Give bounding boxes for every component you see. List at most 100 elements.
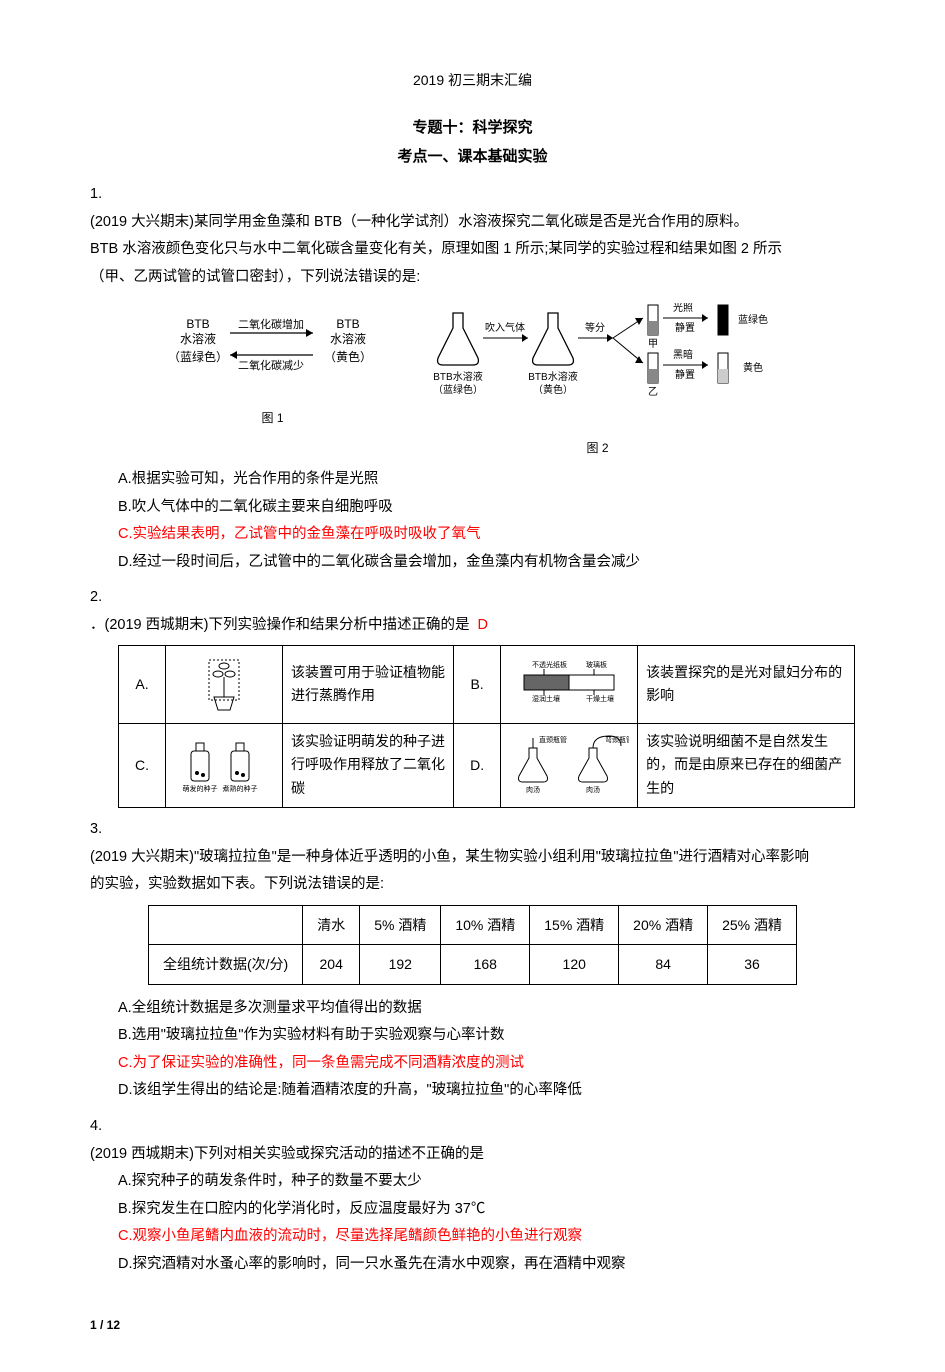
svg-text:二氧化碳减少: 二氧化碳减少 xyxy=(238,358,304,372)
q3-number: 3. xyxy=(90,816,118,844)
table-row: 清水 5% 酒精 10% 酒精 15% 酒精 20% 酒精 25% 酒精 xyxy=(148,905,796,945)
q3-h2: 5% 酒精 xyxy=(360,905,441,945)
q4-opt-A: A.探究种子的萌发条件时，种子的数量不要太少 xyxy=(90,1168,855,1196)
q4-stem-wrap: (2019 西城期末)下列对相关实验或探究活动的描述不正确的是 xyxy=(90,1141,823,1169)
svg-text:玻璃板: 玻璃板 xyxy=(586,660,607,669)
q1-opt-C: C.实验结果表明，乙试管中的金鱼藻在呼吸时吸收了氧气 xyxy=(90,521,855,549)
q4-number: 4. xyxy=(90,1113,118,1141)
q2-source: ．(2019 西城期末) xyxy=(90,617,208,633)
svg-text:直颈瓶管: 直颈瓶管 xyxy=(539,735,567,744)
q1-opt-B: B.吹人气体中的二氧化碳主要来自细胞呼吸 xyxy=(90,494,855,522)
q4-stem: 下列对相关实验或探究活动的描述不正确的是 xyxy=(194,1146,484,1162)
q3-v4: 84 xyxy=(619,945,708,985)
plant-pot-icon xyxy=(194,652,254,712)
svg-text:二氧化碳增加: 二氧化碳增加 xyxy=(238,317,304,331)
figure-1: BTB 水溶液 （蓝绿色） BTB 水溶液 （黄色） 二氧化碳增加 二氧化碳减少… xyxy=(168,303,378,460)
svg-text:静置: 静置 xyxy=(675,321,695,334)
q1-number: 1. xyxy=(90,181,118,209)
question-4: 4. (2019 西城期末)下列对相关实验或探究活动的描述不正确的是 A.探究种… xyxy=(90,1113,855,1278)
q1-stem: (2019 大兴期末)某同学用金鱼藻和 BTB（一种化学试剂）水溶液探究二氧化碳… xyxy=(90,209,823,292)
page-header: 2019 初三期末汇编 xyxy=(90,70,855,90)
q1-opt-D: D.经过一段时间后，乙试管中的二氧化碳含量会增加，金鱼藻内有机物含量会减少 xyxy=(90,549,855,577)
q3-opt-A: A.全组统计数据是多次测量求平均值得出的数据 xyxy=(90,995,855,1023)
svg-text:干燥土壤: 干燥土壤 xyxy=(586,694,614,703)
svg-text:肉汤: 肉汤 xyxy=(526,785,540,794)
svg-text:乙: 乙 xyxy=(648,386,658,398)
q3-h4: 15% 酒精 xyxy=(530,905,619,945)
q2-answer: D xyxy=(477,617,487,633)
flasks-icon: 肉汤 直颈瓶管 肉汤 弯颈瓶管 xyxy=(509,732,629,794)
q2-stem-wrap: ．(2019 西城期末)下列实验操作和结果分析中描述正确的是 D xyxy=(90,612,823,640)
q3-v1: 192 xyxy=(360,945,441,985)
cell-D-image: 肉汤 直颈瓶管 肉汤 弯颈瓶管 xyxy=(501,723,638,807)
svg-text:萌发的种子: 萌发的种子 xyxy=(183,784,218,793)
q3-h1: 清水 xyxy=(303,905,360,945)
q3-rowlabel: 全组统计数据(次/分) xyxy=(148,945,302,985)
cell-B-label: B. xyxy=(454,646,501,723)
page-footer: 1 / 12 xyxy=(90,1318,855,1332)
table-row: 全组统计数据(次/分) 204 192 168 120 84 36 xyxy=(148,945,796,985)
q3-h3: 10% 酒精 xyxy=(441,905,530,945)
svg-text:水溶液: 水溶液 xyxy=(179,331,215,346)
q3-table: 清水 5% 酒精 10% 酒精 15% 酒精 20% 酒精 25% 酒精 全组统… xyxy=(148,905,797,985)
cell-A-label: A. xyxy=(119,646,166,723)
question-3: 3. (2019 大兴期末)"玻璃拉拉鱼"是一种身体近乎透明的小鱼，某生物实验小… xyxy=(90,816,855,1105)
cell-C-image: 萌发的种子 煮熟的种子 xyxy=(166,723,283,807)
svg-text:弯颈瓶管: 弯颈瓶管 xyxy=(605,735,629,744)
cell-D-desc: 该实验说明细菌不是自然发生的，而是由原来已存在的细菌产生的 xyxy=(638,723,855,807)
q3-opt-B: B.选用"玻璃拉拉鱼"作为实验材料有助于实验观察与心率计数 xyxy=(90,1022,855,1050)
svg-text:肉汤: 肉汤 xyxy=(586,785,600,794)
q3-v2: 168 xyxy=(441,945,530,985)
q1-opt-A: A.根据实验可知，光合作用的条件是光照 xyxy=(90,466,855,494)
svg-text:水溶液: 水溶液 xyxy=(329,331,365,346)
question-1: 1. (2019 大兴期末)某同学用金鱼藻和 BTB（一种化学试剂）水溶液探究二… xyxy=(90,181,855,576)
q3-h5: 20% 酒精 xyxy=(619,905,708,945)
table-row: C. 萌发的种子 煮熟的种子 该实验证明萌发的种子进行呼吸作用释放了二氧化碳 D… xyxy=(119,723,855,807)
q2-number: 2. xyxy=(90,584,118,612)
q2-stem: 下列实验操作和结果分析中描述正确的是 xyxy=(208,617,469,633)
svg-text:BTB: BTB xyxy=(336,317,359,331)
cell-A-desc: 该装置可用于验证植物能进行蒸腾作用 xyxy=(283,646,454,723)
title-block: 专题十：科学探究 考点一、课本基础实验 xyxy=(90,114,855,171)
svg-text:光照: 光照 xyxy=(673,303,693,314)
svg-text:（蓝绿色）: （蓝绿色） xyxy=(168,349,228,364)
question-2: 2. ．(2019 西城期末)下列实验操作和结果分析中描述正确的是 D A. xyxy=(90,584,855,808)
tray-icon: 不透光纸板 玻璃板 湿润土壤 干燥土壤 xyxy=(514,655,624,710)
q3-v3: 120 xyxy=(530,945,619,985)
q3-source: (2019 大兴期末) xyxy=(90,849,194,865)
svg-text:煮熟的种子: 煮熟的种子 xyxy=(223,784,258,793)
svg-text:黄色: 黄色 xyxy=(743,361,763,374)
svg-text:甲: 甲 xyxy=(648,339,658,350)
svg-text:静置: 静置 xyxy=(675,368,695,381)
table-row: A. 该装置可用于验证植物能进行蒸腾作用 B. xyxy=(119,646,855,723)
figure-2-svg: BTB水溶液 （蓝绿色） 吹入气体 BTB水溶液 （黄色） 等分 xyxy=(418,303,778,433)
q3-stem-wrap: (2019 大兴期末)"玻璃拉拉鱼"是一种身体近乎透明的小鱼，某生物实验小组利用… xyxy=(90,844,823,899)
q3-v5: 36 xyxy=(708,945,797,985)
svg-text:不透光纸板: 不透光纸板 xyxy=(532,660,567,669)
figure-2-caption: 图 2 xyxy=(586,437,608,460)
svg-text:湿润土壤: 湿润土壤 xyxy=(532,694,560,703)
q1-source: (2019 大兴期末) xyxy=(90,214,194,230)
bottles-icon: 萌发的种子 煮熟的种子 xyxy=(179,733,269,793)
q4-opt-B: B.探究发生在口腔内的化学消化时，反应温度最好为 37℃ xyxy=(90,1196,855,1224)
svg-text:蓝绿色: 蓝绿色 xyxy=(738,313,768,326)
q1-figures: BTB 水溶液 （蓝绿色） BTB 水溶液 （黄色） 二氧化碳增加 二氧化碳减少… xyxy=(90,303,855,460)
page: 2019 初三期末汇编 专题十：科学探究 考点一、课本基础实验 1. (2019… xyxy=(0,0,945,1372)
svg-text:（黄色）: （黄色） xyxy=(533,383,573,396)
q3-opt-D: D.该组学生得出的结论是:随着酒精浓度的升高，"玻璃拉拉鱼"的心率降低 xyxy=(90,1077,855,1105)
q3-v0: 204 xyxy=(303,945,360,985)
svg-text:（蓝绿色）: （蓝绿色） xyxy=(433,383,483,396)
cell-B-image: 不透光纸板 玻璃板 湿润土壤 干燥土壤 xyxy=(501,646,638,723)
q4-opt-C: C.观察小鱼尾鳍内血液的流动时，尽量选择尾鳍颜色鲜艳的小鱼进行观察 xyxy=(90,1223,855,1251)
figure-1-caption: 图 1 xyxy=(261,407,283,430)
q2-table: A. 该装置可用于验证植物能进行蒸腾作用 B. xyxy=(118,645,855,808)
figure-1-svg: BTB 水溶液 （蓝绿色） BTB 水溶液 （黄色） 二氧化碳增加 二氧化碳减少 xyxy=(168,303,378,403)
cell-A-image xyxy=(166,646,283,723)
sub-title: 考点一、课本基础实验 xyxy=(90,143,855,172)
q3-opt-C: C.为了保证实验的准确性，同一条鱼需完成不同酒精浓度的测试 xyxy=(90,1050,855,1078)
cell-D-label: D. xyxy=(454,723,501,807)
q3-h0 xyxy=(148,905,302,945)
svg-text:等分: 等分 xyxy=(585,321,605,334)
svg-text:BTB: BTB xyxy=(186,317,209,331)
q3-stem: "玻璃拉拉鱼"是一种身体近乎透明的小鱼，某生物实验小组利用"玻璃拉拉鱼"进行酒精… xyxy=(90,849,809,893)
